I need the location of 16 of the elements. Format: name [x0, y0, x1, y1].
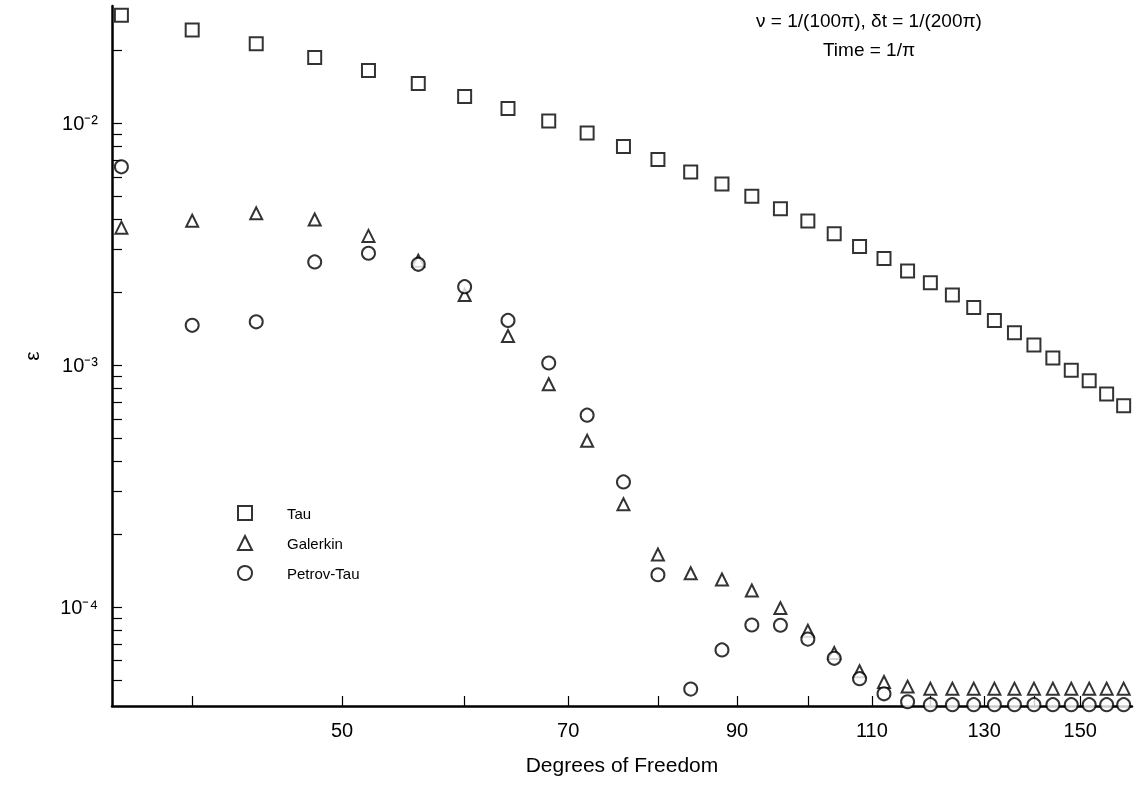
x-tick-label: 110: [855, 719, 888, 741]
text: Time = 1/π: [822, 39, 916, 60]
x-tick-label: 130: [967, 719, 1001, 741]
chart-title: ν = 1/(100π), δt = 1/(200π): [756, 10, 982, 31]
x-tick-label: 70: [557, 719, 580, 741]
y-tick-label: 10⁻⁴: [60, 596, 98, 619]
y-tick-label: 10⁻³: [62, 354, 99, 377]
legend-label: Galerkin: [287, 534, 343, 552]
x-axis-title: Degrees of Freedom: [525, 753, 719, 776]
x-tick-label: 150: [1063, 719, 1097, 741]
x-tick-label: 90: [725, 719, 749, 741]
legend-label: Petrov-Tau: [287, 564, 360, 582]
x-tick-label: 50: [331, 719, 354, 741]
legend-label: Tau: [287, 504, 312, 522]
y-tick-label: 10⁻²: [62, 112, 99, 135]
y-axis-title: ε: [20, 351, 43, 361]
